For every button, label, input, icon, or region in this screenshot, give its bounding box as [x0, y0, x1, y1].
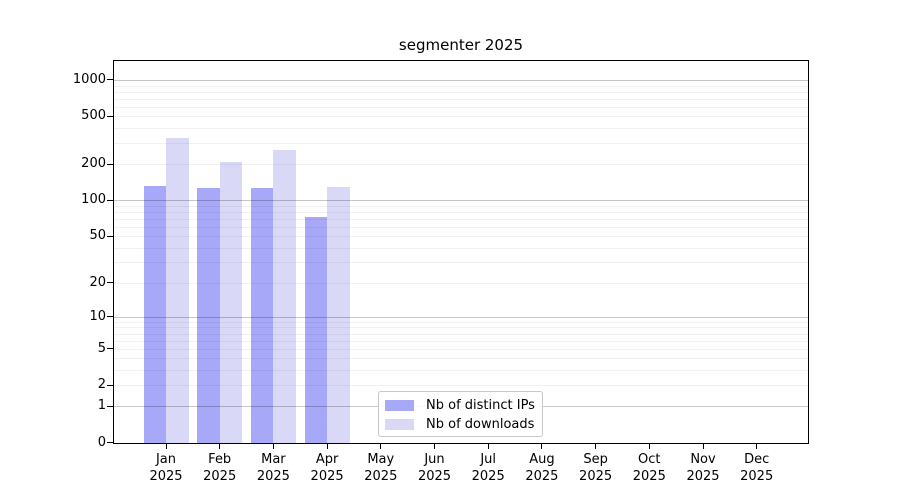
y-tick	[107, 316, 113, 318]
y-tick	[107, 163, 113, 165]
x-tick-label: Apr 2025	[310, 452, 344, 484]
x-tick-label: Sep 2025	[579, 452, 613, 484]
x-tick	[648, 444, 650, 449]
x-tick	[326, 444, 328, 449]
gridline-minor	[113, 369, 809, 371]
y-tick-label: 100	[81, 192, 106, 208]
x-tick	[756, 444, 758, 449]
gridline-minor	[113, 98, 809, 100]
x-tick	[272, 444, 274, 449]
gridline-minor	[113, 262, 809, 264]
bar-downloads	[327, 187, 350, 444]
x-tick	[165, 444, 167, 449]
legend-label-downloads: Nb of downloads	[426, 417, 535, 432]
x-tick-label: Dec 2025	[740, 452, 774, 484]
gridline-minor	[113, 333, 809, 335]
y-tick-label: 1	[97, 398, 106, 414]
gridline-minor	[113, 218, 809, 220]
x-tick-label: Nov 2025	[686, 452, 720, 484]
y-tick-label: 20	[89, 274, 106, 290]
legend-swatch-distinct-ips	[385, 400, 414, 411]
gridline-minor	[113, 106, 809, 108]
y-tick	[107, 348, 113, 350]
y-tick-label: 1000	[72, 71, 106, 87]
legend-swatch-downloads	[385, 419, 414, 430]
y-tick-label: 50	[89, 228, 106, 244]
gridline-minor	[113, 143, 809, 145]
bar-downloads	[273, 149, 296, 444]
bar-distinct-ips	[304, 217, 328, 444]
plot-area	[113, 60, 809, 444]
x-tick	[219, 444, 221, 449]
y-tick	[107, 115, 113, 117]
y-tick-label: 200	[81, 156, 106, 172]
bar-downloads	[166, 137, 189, 444]
legend-label-distinct-ips: Nb of distinct IPs	[426, 398, 535, 413]
y-tick-label: 2	[97, 377, 106, 393]
gridline-minor	[113, 116, 809, 118]
gridline-minor	[113, 282, 809, 284]
gridline-minor	[113, 327, 809, 329]
legend-item-distinct-ips: Nb of distinct IPs	[379, 396, 542, 415]
y-tick	[107, 199, 113, 201]
gridline-minor	[113, 385, 809, 387]
y-tick	[107, 282, 113, 284]
y-tick	[107, 79, 113, 81]
gridline-minor	[113, 340, 809, 342]
gridline-minor	[113, 226, 809, 228]
gridline-minor	[113, 91, 809, 93]
y-tick-label: 5	[97, 340, 106, 356]
y-tick	[107, 405, 113, 407]
legend: Nb of distinct IPs Nb of downloads	[378, 391, 543, 437]
gridline-minor	[113, 321, 809, 323]
bar-distinct-ips	[143, 185, 166, 444]
bar-distinct-ips	[197, 187, 220, 444]
x-tick	[595, 444, 597, 449]
chart-title: segmenter 2025	[398, 36, 524, 54]
bar-distinct-ips	[250, 187, 274, 444]
y-tick	[107, 384, 113, 386]
x-tick-label: Mar 2025	[256, 452, 290, 484]
x-tick-label: Jun 2025	[417, 452, 452, 484]
y-tick	[107, 442, 113, 444]
gridline-major	[113, 200, 809, 202]
x-tick-label: Oct 2025	[632, 452, 666, 484]
gridline-major	[113, 316, 809, 318]
y-tick-label: 10	[89, 308, 106, 324]
x-tick-label: Feb 2025	[203, 452, 237, 484]
bar-downloads	[219, 162, 243, 444]
x-tick	[541, 444, 543, 449]
x-tick-label: Jan 2025	[149, 452, 183, 484]
x-tick	[380, 444, 382, 449]
x-tick	[702, 444, 704, 449]
gridline-minor	[113, 236, 809, 238]
x-tick-label: Jul 2025	[471, 452, 505, 484]
gridline-minor	[113, 348, 809, 350]
gridline-minor	[113, 247, 809, 249]
gridline-major	[113, 79, 809, 81]
gridline-minor	[113, 164, 809, 166]
gridline-minor	[113, 128, 809, 130]
x-tick	[434, 444, 435, 449]
y-tick-label: 500	[81, 108, 106, 124]
gridline-minor	[113, 205, 809, 207]
y-tick	[107, 235, 113, 237]
legend-item-downloads: Nb of downloads	[379, 415, 542, 434]
y-tick-label: 0	[97, 434, 106, 450]
x-tick-label: Aug 2025	[525, 452, 559, 484]
gridline-minor	[113, 358, 809, 360]
gridline-minor	[113, 211, 809, 213]
x-tick	[487, 444, 489, 449]
x-tick-label: May 2025	[364, 452, 398, 484]
gridline-minor	[113, 85, 809, 87]
